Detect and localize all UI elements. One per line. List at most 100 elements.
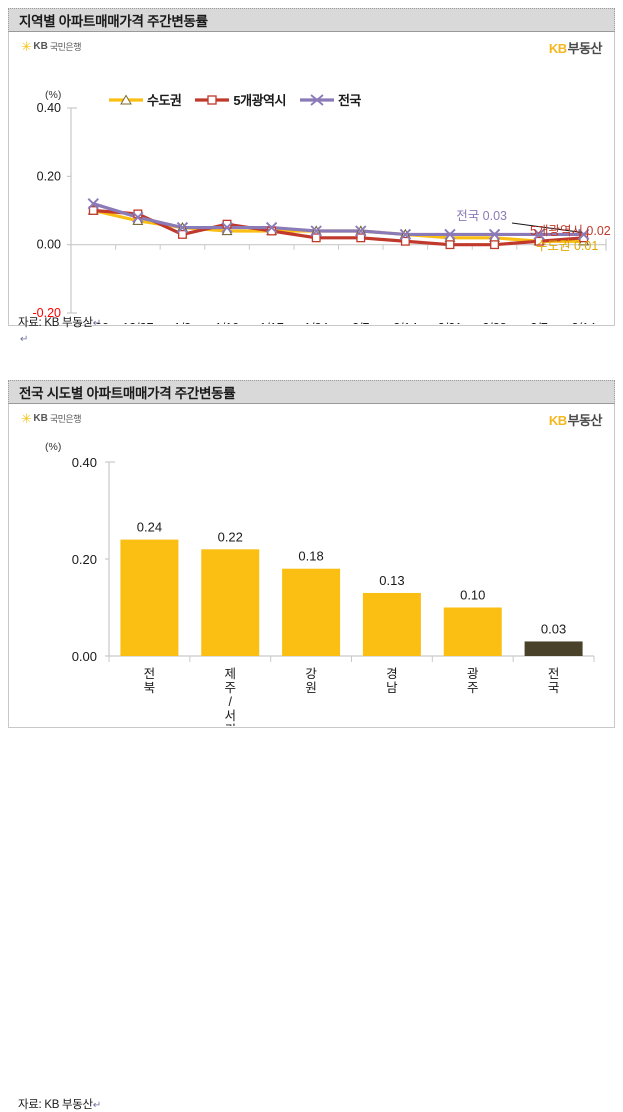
- source-note-regional: 자료: KB 부동산↵: [18, 314, 101, 330]
- paragraph-mark-icon: ↵: [92, 318, 101, 329]
- line-marker-cross: [533, 228, 545, 241]
- bar-category-char: 강: [305, 667, 317, 681]
- kb-real-estate-logo: KB부동산: [548, 38, 603, 57]
- bar-category-char: 주: [467, 681, 479, 695]
- panel-regional-weekly-change: 지역별 아파트매매가격 주간변동률 ✳ KB 국민은행 KB부동산 (%) 수도…: [8, 8, 615, 345]
- panel-body-regional: ✳ KB 국민은행 KB부동산 (%) 수도권: [8, 32, 615, 326]
- bar-5: [524, 641, 583, 656]
- bar-category-char: 제: [224, 667, 236, 681]
- line-marker-square: [490, 240, 499, 250]
- bar-category-char: 북: [144, 681, 156, 695]
- bar-value-label: 0.13: [379, 573, 404, 588]
- kb-bank-latin-text-2: KB: [33, 413, 48, 424]
- legend-label-sudogwon: 수도권: [147, 93, 182, 108]
- line-marker-cross: [310, 225, 322, 237]
- line-chart-xtick-label: 1/17: [259, 321, 283, 324]
- line-chart-unit-label: (%): [45, 89, 62, 101]
- line-marker-cross: [87, 197, 99, 210]
- line-marker-square: [445, 240, 455, 250]
- bar-category-char: 경: [386, 667, 398, 681]
- kb-bank-latin-text: KB: [33, 41, 48, 52]
- kb-estate-latin-text-2: KB: [548, 413, 567, 428]
- bar-1: [201, 549, 260, 656]
- bar-category-char: 남: [386, 681, 398, 695]
- line-chart-ytick-label: 0.00: [37, 238, 61, 252]
- bar-category-char: /: [229, 695, 233, 709]
- line-chart-svg: 0.40 0.20 0.00 -0.20 12/20 12/27 1/3 1/10 1/17 1/…: [33, 101, 611, 324]
- annotation-jeonguk: 전국 0.03: [456, 209, 507, 223]
- panel-city-weekly-change: 전국 시도별 아파트매매가격 주간변동률 ✳ KB 국민은행 KB부동산 (%)…: [8, 380, 615, 1111]
- line-chart-xtick-label: 2/7: [352, 321, 369, 324]
- line-series-five-cities: [91, 208, 586, 247]
- bar-chart-ytick-label: 0.00: [72, 649, 97, 664]
- bar-category-char: 원: [305, 681, 317, 695]
- kb-estate-hangul-text-2: 부동산: [567, 413, 603, 428]
- panel-body-city: ✳ KB 국민은행 KB부동산 (%) 0.40 0.20 0.00 0.24 전 북 0.…: [8, 404, 615, 728]
- line-chart-legend: 수도권 5개광역시 전국: [109, 90, 361, 109]
- line-chart-ytick-label: -0.20: [33, 306, 62, 320]
- kb-bank-hangul-text: 국민은행: [49, 42, 82, 52]
- kb-star-icon-2: ✳: [21, 411, 32, 426]
- kb-kookmin-bank-logo-2: ✳ KB 국민은행: [21, 412, 81, 425]
- line-chart-xtick-label: 2/21: [438, 321, 462, 324]
- legend-item-five-cities: 5개광역시: [195, 90, 286, 109]
- line-marker-cross: [355, 225, 367, 237]
- annotation-sudogwon: 수도권 0.01: [536, 239, 598, 253]
- line-marker-cross: [578, 228, 590, 241]
- bar-value-label: 0.22: [218, 529, 243, 544]
- bar-category-char: 서: [224, 709, 236, 723]
- bar-value-label: 0.24: [137, 520, 162, 535]
- bar-chart-unit-label: (%): [45, 441, 62, 453]
- line-chart-xtick-label: 12/20: [78, 321, 109, 324]
- bar-2: [282, 568, 341, 656]
- line-chart-ytick-label: 0.40: [37, 101, 61, 115]
- kb-real-estate-logo-2: KB부동산: [548, 410, 603, 429]
- panel-title-city: 전국 시도별 아파트매매가격 주간변동률: [8, 380, 615, 404]
- line-marker-cross: [132, 211, 144, 224]
- bar-category-label: 제주/서귀포: [224, 667, 236, 726]
- source-note-regional-text: 자료: KB 부동산: [18, 317, 93, 329]
- line-chart-xtick-label: 12/27: [122, 321, 153, 324]
- annotation-leader-line: [511, 222, 582, 233]
- legend-marker-cross-icon: [299, 93, 334, 106]
- source-note-city: 자료: KB 부동산↵: [18, 1096, 101, 1112]
- bar-value-label: 0.03: [541, 621, 566, 636]
- kb-estate-hangul-text: 부동산: [567, 41, 603, 56]
- line-chart-xtick-label: 3/7: [530, 321, 547, 324]
- bar-0: [120, 539, 179, 656]
- paragraph-mark-icon-2: ↵: [92, 1100, 101, 1111]
- bar-value-label: 0.10: [460, 588, 485, 603]
- bar-category-label: 경남: [386, 667, 398, 695]
- legend-label-jeonguk: 전국: [337, 93, 361, 108]
- bar-chart-ytick-label: 0.40: [72, 455, 97, 470]
- bar-category-char: 광: [467, 667, 479, 681]
- panel-title-regional: 지역별 아파트매매가격 주간변동률: [8, 8, 615, 32]
- line-marker-cross: [176, 221, 189, 234]
- line-marker-square: [178, 229, 187, 239]
- line-chart-xtick-label: 1/3: [174, 321, 191, 324]
- kb-estate-latin-text: KB: [548, 41, 567, 56]
- legend-item-jeonguk: 전국: [299, 90, 361, 109]
- line-chart-plot-area: 0.40 0.20 0.00 -0.20 12/20 12/27 1/3 1/10 1/17 1/…: [9, 32, 614, 325]
- bar-category-label: 전국: [548, 667, 560, 695]
- line-marker-square: [534, 236, 544, 246]
- bar-4: [443, 607, 502, 656]
- bar-category-label: 광주: [467, 667, 479, 695]
- annotation-five-cities: 5개광역시 0.02: [530, 224, 611, 238]
- bar-category-label: 전북: [144, 667, 156, 695]
- line-chart-xtick-label: 3/14: [572, 321, 596, 324]
- line-marker-cross: [444, 228, 456, 241]
- line-marker-square: [356, 233, 366, 243]
- bar-3: [362, 592, 421, 656]
- legend-label-five-cities: 5개광역시: [233, 93, 286, 108]
- stray-paragraph-mark-icon: ↵: [20, 334, 29, 345]
- bar-chart-svg: 0.40 0.20 0.00 0.24 전북 0.22 제주/서귀포 0.18 강원 0.13 경남…: [72, 455, 595, 726]
- source-note-city-text: 자료: KB 부동산: [18, 1099, 93, 1111]
- kb-kookmin-bank-logo: ✳ KB 국민은행: [21, 40, 81, 53]
- bar-chart-ytick-label: 0.20: [72, 552, 97, 567]
- line-chart-xtick-label: 1/10: [215, 321, 239, 324]
- line-marker-square: [400, 236, 410, 246]
- bar-category-label: 강원: [305, 667, 317, 695]
- line-marker-cross: [488, 228, 501, 241]
- bar-category-char: 귀: [224, 723, 236, 726]
